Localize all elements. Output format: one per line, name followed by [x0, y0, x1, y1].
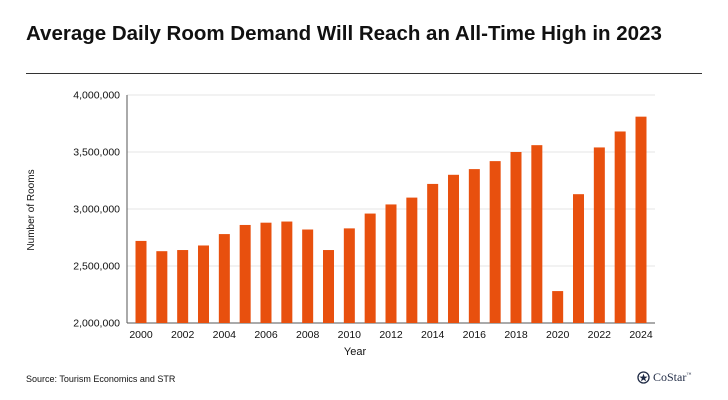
- x-tick-label: 2020: [546, 329, 570, 341]
- x-tick-label: 2000: [129, 329, 153, 341]
- bar-2019: [531, 145, 543, 323]
- bar-2004: [218, 234, 230, 323]
- y-tick-label: 2,000,000: [73, 318, 120, 330]
- x-tick-label: 2002: [171, 329, 195, 341]
- tick-labels: 2,000,000 2,500,000 3,000,000 3,500,000 4,00…: [73, 90, 653, 342]
- x-tick-label: 2024: [629, 329, 653, 341]
- source-note: Source: Tourism Economics and STR: [26, 374, 176, 384]
- y-axis-label: Number of Rooms: [26, 169, 37, 250]
- x-axis-label: Year: [344, 346, 367, 358]
- bar-2014: [427, 183, 439, 323]
- bar-2005: [239, 224, 251, 323]
- bar-2017: [489, 161, 501, 323]
- x-tick-label: 2008: [296, 329, 320, 341]
- bar-2003: [198, 245, 209, 323]
- bar-2023: [614, 131, 626, 323]
- bar-2011: [364, 213, 376, 323]
- bar-2013: [406, 197, 418, 323]
- x-tick-label: 2010: [338, 329, 362, 341]
- y-tick-label: 3,000,000: [73, 204, 120, 216]
- x-tick-label: 2018: [504, 329, 528, 341]
- bar-2016: [468, 169, 480, 323]
- logo-trademark: ™: [686, 373, 692, 378]
- bar-2002: [177, 250, 189, 323]
- bar-2008: [302, 229, 314, 323]
- title-divider: [26, 73, 702, 74]
- bar-2010: [343, 228, 355, 323]
- y-tick-label: 2,500,000: [73, 261, 120, 273]
- bar-2018: [510, 152, 522, 323]
- bar-2000: [135, 240, 147, 323]
- x-tick-label: 2012: [379, 329, 403, 341]
- bars: [135, 116, 647, 323]
- bar-2012: [385, 204, 397, 323]
- bar-2007: [281, 221, 293, 323]
- logo-brand-text: CoStar: [653, 370, 687, 384]
- y-tick-label: 3,500,000: [73, 147, 120, 159]
- logo-wordmark: CoStar™: [653, 370, 691, 385]
- x-tick-label: 2016: [463, 329, 487, 341]
- bar-2021: [573, 194, 584, 323]
- bar-2001: [156, 251, 168, 323]
- x-tick-label: 2022: [588, 329, 612, 341]
- bar-2015: [448, 174, 459, 323]
- bar-2006: [260, 222, 272, 323]
- bar-2024: [635, 116, 647, 323]
- bar-2009: [323, 250, 334, 323]
- bar-2020: [552, 291, 564, 323]
- bar-2022: [593, 147, 605, 323]
- x-tick-label: 2004: [213, 329, 237, 341]
- x-tick-label: 2014: [421, 329, 445, 341]
- y-tick-label: 4,000,000: [73, 90, 120, 102]
- costar-star-icon: [637, 371, 650, 384]
- chart-title: Average Daily Room Demand Will Reach an …: [26, 22, 662, 45]
- x-tick-label: 2006: [254, 329, 278, 341]
- costar-logo: CoStar™: [637, 370, 691, 385]
